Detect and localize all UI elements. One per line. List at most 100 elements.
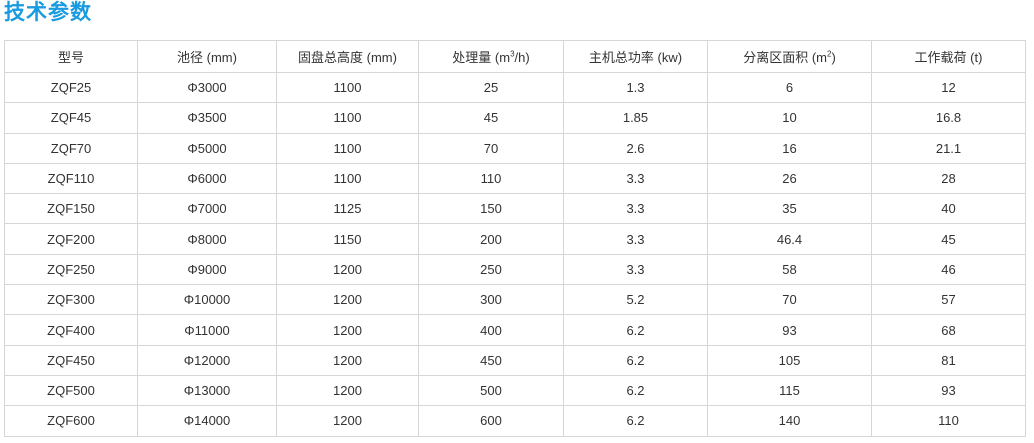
table-cell: 1200 bbox=[276, 284, 419, 316]
table-cell: 1200 bbox=[276, 253, 419, 286]
table-cell: Φ9000 bbox=[137, 253, 277, 286]
table-row: ZQF600 Φ14000 1200 600 6.2 140 110 bbox=[4, 405, 1026, 437]
column-header: 工作载荷 (t) bbox=[871, 40, 1026, 73]
table-row: ZQF450 Φ12000 1200 450 6.2 105 81 bbox=[4, 344, 1026, 376]
column-header: 主机总功率 (kw) bbox=[563, 40, 708, 73]
table-cell: ZQF110 bbox=[4, 162, 138, 195]
table-cell: 3.3 bbox=[563, 193, 708, 225]
table-cell: 1125 bbox=[276, 193, 419, 225]
table-row: ZQF400 Φ11000 1200 400 6.2 93 68 bbox=[4, 314, 1026, 346]
table-cell: Φ12000 bbox=[137, 344, 277, 376]
section-title: 技术参数 bbox=[4, 1, 92, 24]
table-cell: 12 bbox=[871, 71, 1026, 104]
table-cell: 25 bbox=[418, 71, 564, 104]
table-cell: 46.4 bbox=[707, 223, 872, 255]
header-superscript: 3 bbox=[510, 49, 515, 59]
table-cell: 1100 bbox=[276, 132, 419, 164]
table-cell: 6.2 bbox=[563, 374, 708, 407]
column-header: 固盘总高度 (mm) bbox=[276, 40, 419, 73]
table-cell: ZQF45 bbox=[4, 102, 138, 134]
table-row: ZQF110 Φ6000 1100 110 3.3 26 28 bbox=[4, 162, 1026, 195]
table-cell: 105 bbox=[707, 344, 872, 376]
table-cell: 16.8 bbox=[871, 102, 1026, 134]
table-cell: 10 bbox=[707, 102, 872, 134]
table-cell: 300 bbox=[418, 284, 564, 316]
table-cell: Φ13000 bbox=[137, 374, 277, 407]
table-cell: 450 bbox=[418, 344, 564, 376]
table-cell: 81 bbox=[871, 344, 1026, 376]
table-cell: ZQF400 bbox=[4, 314, 138, 346]
table-cell: 1100 bbox=[276, 102, 419, 134]
table-cell: 1.85 bbox=[563, 102, 708, 134]
table-cell: 2.6 bbox=[563, 132, 708, 164]
table-cell: 110 bbox=[871, 405, 1026, 437]
table-cell: Φ3000 bbox=[137, 71, 277, 104]
column-header: 池径 (mm) bbox=[137, 40, 277, 73]
table-cell: 58 bbox=[707, 253, 872, 286]
spec-table: 型号 池径 (mm) 固盘总高度 (mm) 处理量 (m3/h) 主机总功率 (kw) 分… bbox=[4, 40, 1026, 437]
table-cell: 45 bbox=[871, 223, 1026, 255]
table-cell: Φ6000 bbox=[137, 162, 277, 195]
table-cell: 93 bbox=[707, 314, 872, 346]
table-cell: 21.1 bbox=[871, 132, 1026, 164]
table-cell: 6.2 bbox=[563, 314, 708, 346]
table-cell: 110 bbox=[418, 162, 564, 195]
table-cell: 6.2 bbox=[563, 344, 708, 376]
table-cell: 6.2 bbox=[563, 405, 708, 437]
table-cell: 600 bbox=[418, 405, 564, 437]
table-cell: 16 bbox=[707, 132, 872, 164]
table-cell: 1200 bbox=[276, 405, 419, 437]
column-header: 分离区面积 (m2) bbox=[707, 40, 872, 73]
table-row: ZQF45 Φ3500 1100 45 1.85 10 16.8 bbox=[4, 102, 1026, 134]
table-cell: 35 bbox=[707, 193, 872, 225]
column-header: 型号 bbox=[4, 40, 138, 73]
table-cell: 70 bbox=[418, 132, 564, 164]
table-cell: 3.3 bbox=[563, 253, 708, 286]
table-cell: 57 bbox=[871, 284, 1026, 316]
table-cell: 1100 bbox=[276, 71, 419, 104]
table-cell: 150 bbox=[418, 193, 564, 225]
table-cell: ZQF70 bbox=[4, 132, 138, 164]
header-text-suffix: /h) bbox=[514, 50, 530, 65]
header-text: 固盘总高度 (mm) bbox=[298, 50, 397, 65]
table-row: ZQF300 Φ10000 1200 300 5.2 70 57 bbox=[4, 284, 1026, 316]
table-cell: 6 bbox=[707, 71, 872, 104]
table-cell: ZQF25 bbox=[4, 71, 138, 104]
table-cell: 200 bbox=[418, 223, 564, 255]
table-cell: Φ11000 bbox=[137, 314, 277, 346]
header-text: 型号 bbox=[57, 50, 84, 65]
table-row: ZQF150 Φ7000 1125 150 3.3 35 40 bbox=[4, 193, 1026, 225]
table-cell: 46 bbox=[871, 253, 1026, 286]
table-cell: 500 bbox=[418, 374, 564, 407]
table-cell: Φ5000 bbox=[137, 132, 277, 164]
table-cell: ZQF500 bbox=[4, 374, 138, 407]
table-cell: 70 bbox=[707, 284, 872, 316]
table-cell: ZQF450 bbox=[4, 344, 138, 376]
table-cell: Φ7000 bbox=[137, 193, 277, 225]
table-cell: 5.2 bbox=[563, 284, 708, 316]
table-row: ZQF500 Φ13000 1200 500 6.2 115 93 bbox=[4, 374, 1026, 407]
table-cell: 68 bbox=[871, 314, 1026, 346]
table-cell: Φ8000 bbox=[137, 223, 277, 255]
table-cell: 115 bbox=[707, 374, 872, 407]
table-cell: ZQF250 bbox=[4, 253, 138, 286]
table-row: ZQF200 Φ8000 1150 200 3.3 46.4 45 bbox=[4, 223, 1026, 255]
header-superscript: 2 bbox=[826, 49, 832, 59]
table-cell: 1150 bbox=[276, 223, 419, 255]
table-row: ZQF70 Φ5000 1100 70 2.6 16 21.1 bbox=[4, 132, 1026, 164]
column-header: 处理量 (m3/h) bbox=[418, 40, 564, 73]
table-cell: ZQF200 bbox=[4, 223, 138, 255]
table-cell: 140 bbox=[707, 405, 872, 437]
table-row: ZQF25 Φ3000 1100 25 1.3 6 12 bbox=[4, 71, 1026, 104]
table-header-row: 型号 池径 (mm) 固盘总高度 (mm) 处理量 (m3/h) 主机总功率 (kw) 分… bbox=[4, 40, 1026, 73]
table-cell: 3.3 bbox=[563, 223, 708, 255]
table-cell: 3.3 bbox=[563, 162, 708, 195]
table-cell: Φ14000 bbox=[137, 405, 277, 437]
header-text: 主机总功率 (kw) bbox=[588, 50, 683, 65]
header-text: 处理量 (m bbox=[452, 50, 511, 65]
table-cell: 28 bbox=[871, 162, 1026, 195]
table-cell: 400 bbox=[418, 314, 564, 346]
table-cell: 1200 bbox=[276, 344, 419, 376]
header-text: 工作载荷 (t) bbox=[914, 50, 983, 65]
header-text-suffix: ) bbox=[831, 50, 836, 65]
